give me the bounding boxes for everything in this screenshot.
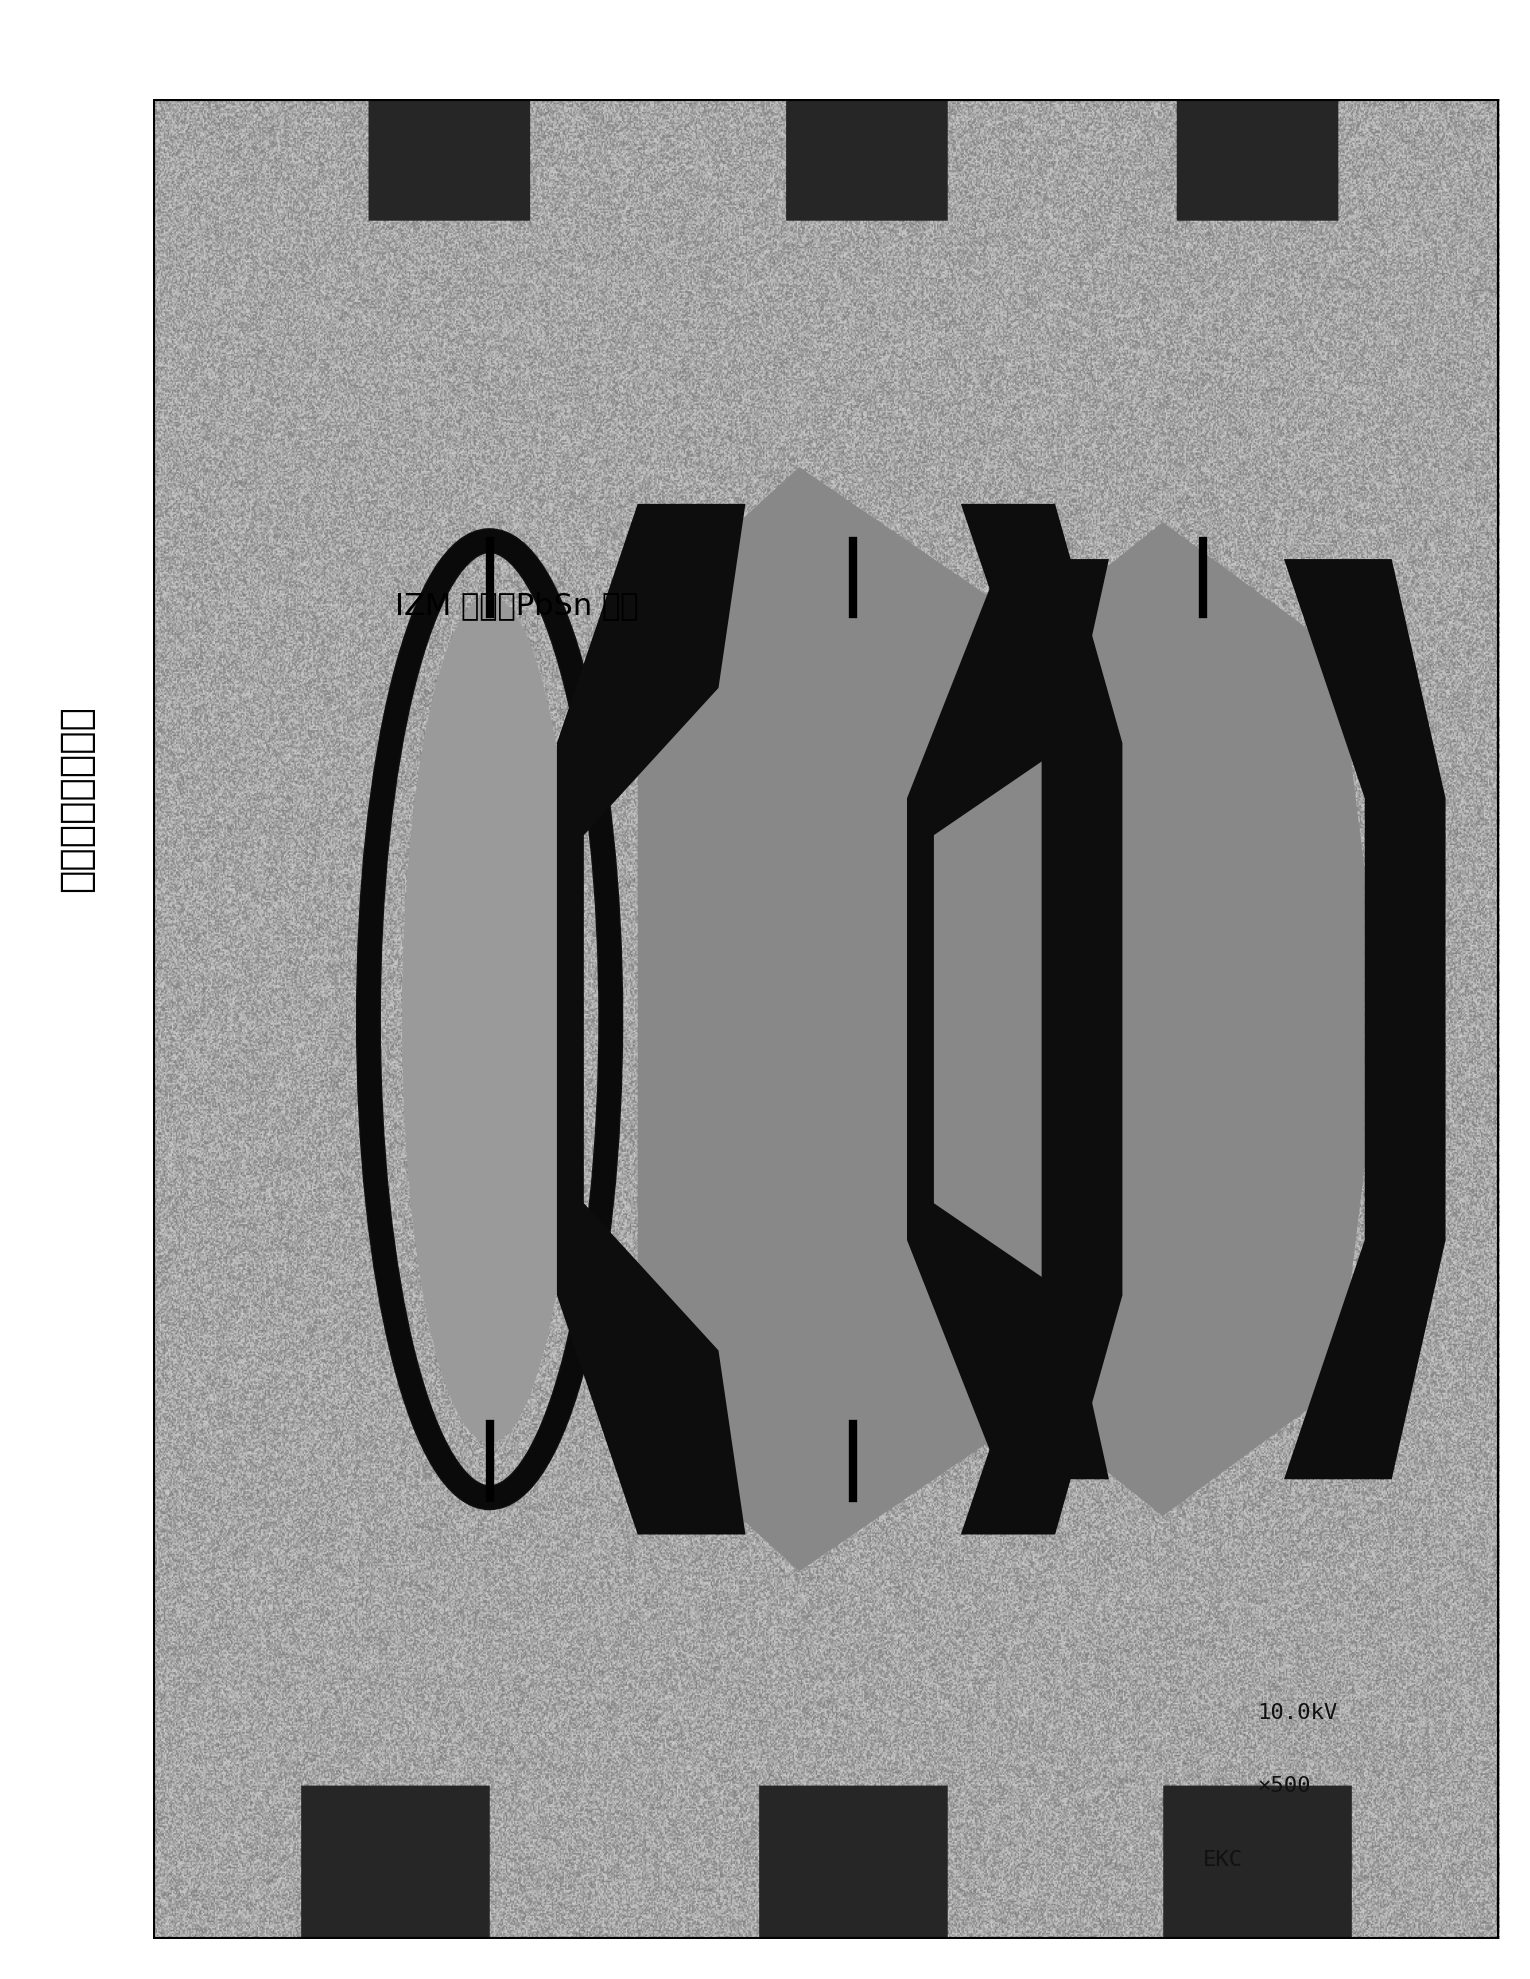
Polygon shape [1001,522,1365,1516]
Ellipse shape [402,596,577,1443]
Polygon shape [638,467,1042,1571]
Text: EKC: EKC [1203,1850,1244,1870]
Polygon shape [961,505,1123,1534]
Text: 剂除之前晶片中心: 剂除之前晶片中心 [58,705,95,893]
Text: IZM 共晶体PbSn 中心: IZM 共晶体PbSn 中心 [395,592,640,619]
Text: ×500: ×500 [1258,1777,1311,1797]
Polygon shape [1284,558,1446,1478]
Polygon shape [557,505,745,1534]
Text: 10.0kV: 10.0kV [1258,1702,1337,1722]
Polygon shape [907,558,1109,1478]
